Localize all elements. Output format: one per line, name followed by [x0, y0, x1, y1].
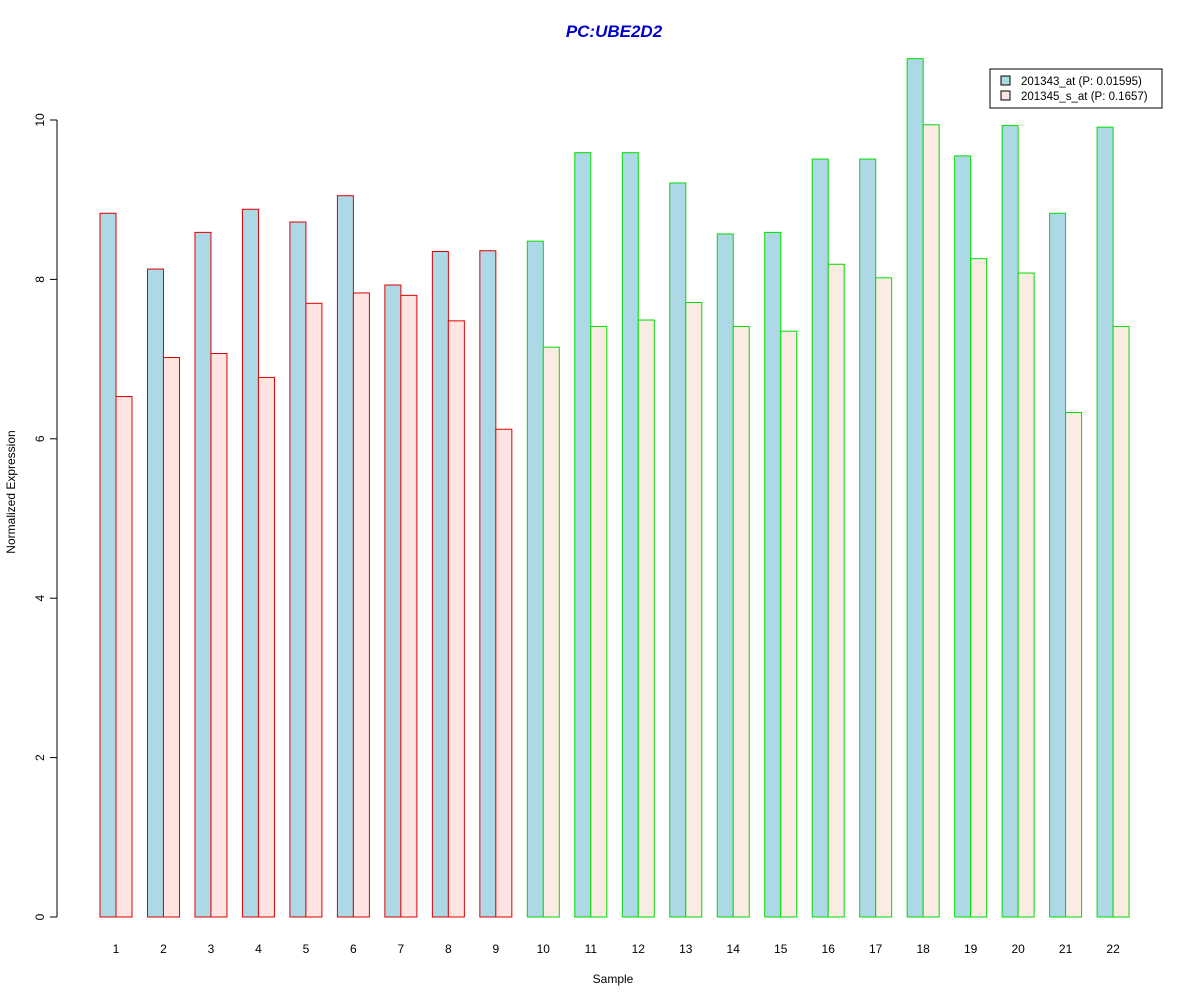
bar-201345-18: [922, 124, 940, 918]
x-tick-label: 8: [445, 942, 452, 956]
bar-201343-11: [574, 152, 592, 918]
bar-201343-14: [716, 233, 734, 918]
y-tick-label: 0: [33, 913, 47, 920]
bar-201345-19: [970, 258, 988, 918]
legend-label-201345: 201345_s_at (P: 0.1657): [1021, 91, 1148, 103]
bar-201343-5: [289, 221, 307, 918]
x-tick-label: 17: [869, 942, 883, 956]
bar-201343-15: [764, 231, 782, 918]
x-tick-label: 2: [160, 942, 167, 956]
y-tick-label: 10: [33, 113, 47, 127]
bar-201343-16: [811, 158, 829, 918]
bar-201345-3: [210, 353, 228, 918]
y-tick-label: 6: [33, 435, 47, 442]
bar-201345-11: [590, 325, 608, 918]
x-tick-label: 16: [822, 942, 836, 956]
x-tick-label: 18: [916, 942, 930, 956]
legend: 201343_at (P: 0.01595) 201345_s_at (P: 0…: [989, 68, 1163, 109]
bar-201345-20: [1017, 272, 1035, 918]
bar-201343-3: [194, 231, 212, 918]
bar-201345-21: [1065, 411, 1083, 918]
x-tick-label: 14: [727, 942, 741, 956]
bar-201343-17: [859, 158, 877, 918]
bar-201345-1: [115, 396, 133, 918]
bar-201345-4: [257, 376, 275, 918]
x-tick-label: 11: [585, 942, 598, 956]
y-axis: 0 2 4 6 8 10: [33, 113, 58, 920]
bar-201343-13: [669, 182, 687, 918]
x-tick-label: 5: [303, 942, 310, 956]
x-tick-label: 7: [398, 942, 405, 956]
x-axis-labels: 1 2 3 4 5 6 7 8 9 10 11 12 13 14 15 16 17 18 19 20 21 22: [113, 942, 1120, 956]
x-tick-label: 9: [492, 942, 499, 956]
x-axis-label: Sample: [593, 972, 634, 986]
legend-swatch-201345: [1000, 90, 1011, 101]
bar-201343-6: [336, 195, 354, 918]
bar-201343-19: [954, 155, 972, 918]
bar-201345-2: [162, 357, 180, 918]
x-tick-label: 3: [208, 942, 215, 956]
bar-201343-1: [99, 212, 117, 918]
x-tick-label: 20: [1011, 942, 1025, 956]
x-tick-label: 15: [774, 942, 788, 956]
bar-201343-2: [146, 268, 164, 918]
bar-201343-4: [241, 208, 259, 918]
x-tick-label: 6: [350, 942, 357, 956]
bar-201345-12: [637, 319, 655, 918]
x-tick-label: 4: [255, 942, 262, 956]
y-tick-label: 8: [33, 276, 47, 283]
bar-201343-10: [526, 240, 544, 918]
y-tick-label: 4: [33, 595, 47, 602]
bar-201345-10: [542, 346, 560, 918]
chart-title: PC:UBE2D2: [566, 22, 663, 41]
bar-201345-8: [447, 320, 465, 918]
legend-label-201343: 201343_at (P: 0.01595): [1021, 76, 1142, 88]
bar-201345-7: [400, 294, 418, 918]
y-tick-label: 2: [33, 754, 47, 761]
legend-box: [989, 68, 1163, 109]
bar-201345-17: [875, 277, 893, 918]
x-tick-label: 22: [1106, 942, 1120, 956]
bar-201345-15: [780, 330, 798, 918]
bar-201345-16: [827, 263, 845, 918]
y-axis-label: Normalized Expression: [4, 430, 18, 553]
x-tick-label: 13: [679, 942, 693, 956]
bar-201343-8: [431, 251, 449, 918]
bar-201343-9: [479, 250, 497, 918]
bar-201343-20: [1001, 125, 1019, 918]
bars: [99, 58, 1130, 918]
legend-swatch-201343: [1000, 75, 1011, 86]
x-tick-label: 21: [1059, 942, 1073, 956]
x-tick-label: 10: [537, 942, 551, 956]
x-tick-label: 19: [964, 942, 978, 956]
bar-201345-13: [685, 302, 703, 918]
bar-201345-9: [495, 428, 513, 918]
bar-201345-22: [1112, 325, 1130, 918]
x-tick-label: 1: [113, 942, 120, 956]
bar-201343-21: [1049, 212, 1067, 918]
x-tick-label: 12: [632, 942, 646, 956]
bar-201343-18: [906, 58, 924, 918]
bar-201343-7: [384, 284, 402, 918]
bar-201343-12: [621, 152, 639, 918]
bar-201345-5: [305, 302, 323, 918]
bar-201345-6: [352, 292, 370, 918]
bar-201345-14: [732, 325, 750, 918]
bar-201343-22: [1096, 126, 1114, 918]
